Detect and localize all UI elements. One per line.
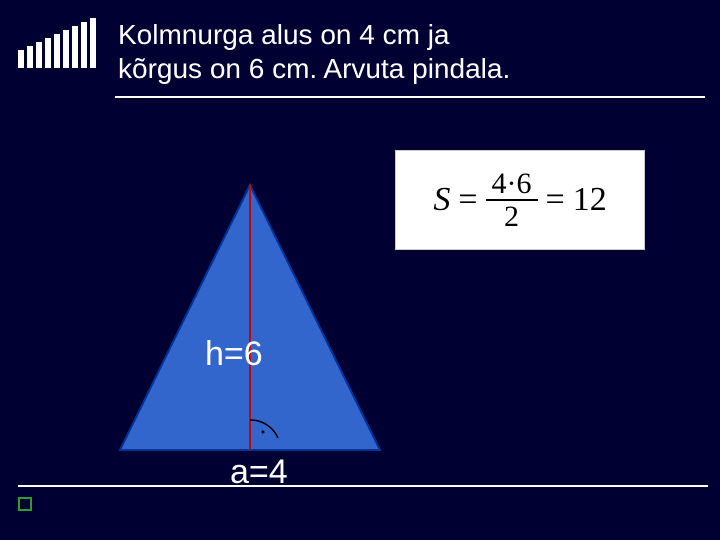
fraction: 4·6 2 [486, 168, 538, 233]
right-angle-dot [262, 431, 265, 434]
triangle-diagram: h=6 a=4 [100, 180, 400, 490]
deco-bar [81, 22, 87, 68]
fraction-denominator: 2 [498, 201, 525, 233]
deco-bar [36, 42, 42, 68]
slide-title: Kolmnurga alus on 4 cm ja kõrgus on 6 cm… [118, 18, 510, 85]
footer-square-icon [18, 497, 32, 511]
formula-S: S [433, 181, 450, 219]
title-underline [115, 96, 705, 98]
equals-sign: = [546, 181, 565, 219]
formula-box: S = 4·6 2 = 12 [395, 150, 645, 250]
title-line-1: Kolmnurga alus on 4 cm ja [118, 18, 510, 52]
deco-bar [63, 30, 69, 68]
corner-bars-decoration [18, 18, 96, 68]
equals-sign: = [458, 181, 477, 219]
deco-bar [27, 46, 33, 68]
height-label: h=6 [205, 335, 263, 374]
deco-bar [90, 18, 96, 68]
footer-rule [18, 485, 708, 487]
deco-bar [18, 50, 24, 68]
deco-bar [45, 38, 51, 68]
formula-result: 12 [573, 181, 607, 219]
deco-bar [72, 26, 78, 68]
title-line-2: kõrgus on 6 cm. Arvuta pindala. [118, 52, 510, 86]
deco-bar [54, 34, 60, 68]
fraction-numerator: 4·6 [486, 168, 538, 202]
triangle-svg [100, 180, 400, 470]
area-formula: S = 4·6 2 = 12 [433, 168, 606, 233]
